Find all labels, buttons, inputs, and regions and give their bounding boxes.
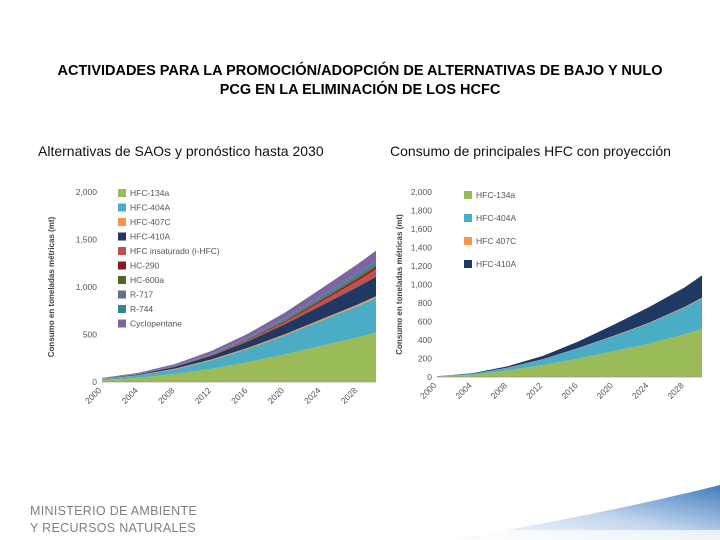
chart-1-y-tick-label: 1,600 [411,224,433,234]
corner-swoosh-shape [450,485,720,540]
chart-1-legend-label: HFC-410A [476,259,516,269]
right-area-chart: Consumo en toneladas métricas (mt) 0 200 40… [390,178,720,428]
chart-0-area-0 [102,332,376,382]
chart-1-x-tick-label: 2028 [665,380,686,401]
ministry-footer: MINISTERIO DE AMBIENTE Y RECURSOS NATURA… [30,503,197,537]
chart-1-y-axis-label: Consumo en toneladas métricas (mt) [395,214,404,355]
chart-0-legend-label: HFC-407C [130,217,171,227]
chart-0-legend-swatch [118,305,126,313]
chart-0-legend-label: R-744 [130,304,153,314]
chart-0-legend-label: R-717 [130,290,153,300]
chart-1-y-tick-label: 600 [418,317,432,327]
chart-1-x-tick-label: 2012 [524,380,545,401]
chart-1-legend-label: HFC-134a [476,190,515,200]
corner-white-bar [480,530,720,540]
chart-0-x-tick-label: 2016 [229,385,250,406]
chart-1-x-tick-label: 2000 [418,380,439,401]
chart-0-area-1 [102,297,376,381]
chart-1-legend-swatch [464,214,472,222]
chart-0-y-tick-label: 1,000 [76,282,98,292]
chart-0-legend-label: HFC insaturado (i-HFC) [130,246,220,256]
chart-0-legend-swatch [118,203,126,212]
chart-1-legend-swatch [464,237,472,245]
chart-1-y-tick-label: 1,400 [411,243,433,253]
chart-0-x-tick-label: 2004 [119,385,140,406]
chart-1-y-tick-label: 0 [427,372,432,382]
footer-line-1: MINISTERIO DE AMBIENTE [30,504,198,518]
chart-0-legend-swatch [118,290,126,299]
chart-0-legend-swatch [118,189,126,197]
chart-0-y-tick-label: 1,500 [76,235,98,245]
chart-1-y-tick-label: 1,800 [411,206,433,216]
chart-1-y-tick-label: 2,000 [411,187,433,197]
chart-0-legend-label: Cyclopentane [130,319,182,329]
left-area-chart: Consumo en toneladas métricas (mt) 0 500 1,… [40,178,380,428]
chart-0-legend-swatch [118,319,126,328]
chart-0-x-tick-label: 2028 [339,385,360,406]
chart-1-y-tick-label: 200 [418,354,432,364]
chart-1-y-tick-label: 800 [418,298,432,308]
chart-0-y-tick-label: 500 [83,330,97,340]
chart-0-x-tick-label: 2024 [302,385,323,406]
chart-0-legend-swatch [118,261,126,270]
chart-0-svg: Consumo en toneladas métricas (mt) 0 500 1,… [47,187,376,406]
chart-1-legend-swatch [464,260,472,268]
chart-0-x-tick-label: 2008 [156,385,177,406]
chart-1-y-tick-label: 1,200 [411,261,433,271]
chart-1-svg: Consumo en toneladas métricas (mt) 0 200 40… [395,187,702,401]
chart-0-legend-label: HC-600a [130,275,164,285]
slide-title: ACTIVIDADES PARA LA PROMOCIÓN/ADOPCIÓN D… [30,62,690,100]
chart-0-y-tick-label: 0 [92,377,97,387]
slide-title-line-1: ACTIVIDADES PARA LA PROMOCIÓN/ADOPCIÓN D… [57,63,663,79]
chart-1-x-tick-label: 2004 [453,380,474,401]
chart-0-legend-label: HFC-404A [130,203,170,213]
chart-1-legend-label: HFC-404A [476,213,516,223]
chart-1-area-0 [437,328,702,377]
corner-decoration [450,485,720,540]
chart-1-x-tick-label: 2024 [630,380,651,401]
chart-1-legend-swatch [464,191,472,199]
chart-1-y-tick-label: 400 [418,335,432,345]
chart-0-legend-swatch [118,218,126,226]
chart-0-y-tick-label: 2,000 [76,187,98,197]
chart-0-legend-swatch [118,232,126,241]
chart-1-y-tick-label: 1,000 [411,280,433,290]
right-chart-subtitle: Consumo de principales HFC con proyecció… [390,143,671,159]
chart-1-x-tick-label: 2008 [489,380,510,401]
chart-0-legend-label: HC-290 [130,261,160,271]
left-chart-subtitle: Alternativas de SAOs y pronóstico hasta … [38,143,324,159]
slide-title-line-2: PCG EN LA ELIMINACIÓN DE LOS HCFC [219,82,501,98]
chart-0-legend-swatch [118,247,126,255]
chart-1-x-tick-label: 2020 [595,380,616,401]
chart-0-x-tick-label: 2020 [266,385,287,406]
chart-0-legend-label: HFC-410A [130,232,170,242]
footer-line-2: Y RECURSOS NATURALES [30,521,196,535]
chart-1-x-tick-label: 2016 [559,380,580,401]
chart-0-legend-label: HFC-134a [130,188,169,198]
chart-0-y-axis-label: Consumo en toneladas métricas (mt) [47,216,56,357]
chart-1-legend-label: HFC 407C [476,236,516,246]
chart-0-x-tick-label: 2000 [83,385,104,406]
chart-0-x-tick-label: 2012 [193,385,214,406]
chart-0-legend-swatch [118,276,126,284]
chart-1-area-1 [437,298,702,377]
